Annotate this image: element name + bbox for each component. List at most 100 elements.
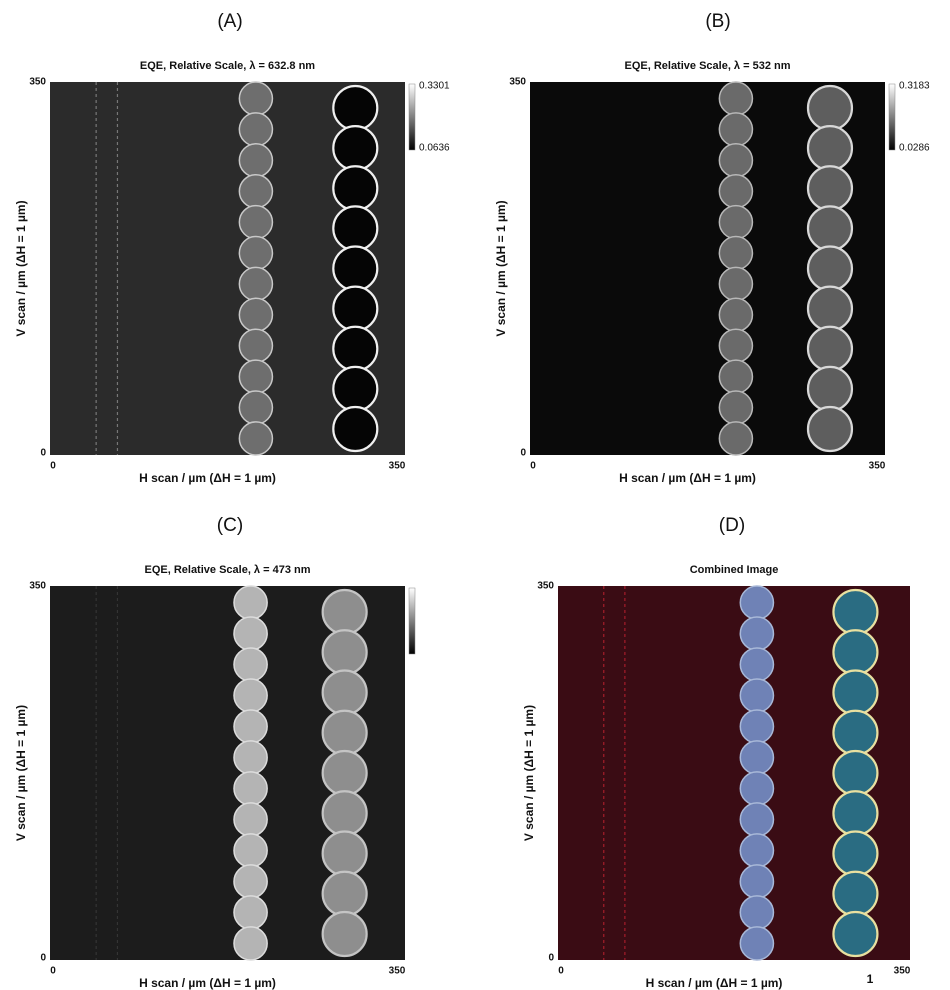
cell-small [233,616,268,651]
x-tick-label: 350 [389,966,406,977]
cell-small [233,740,268,775]
cell-small [718,421,754,456]
cell-large [321,669,368,716]
cell-large [832,790,879,837]
cell-small [238,173,274,209]
x-axis-label: H scan / µm (ΔH = 1 µm) [139,976,276,990]
cell-small [718,112,754,147]
panel-title: Combined Image [690,564,779,576]
panel: (B) EQE, Relative Scale, λ = 532 nm 0.3183… [494,11,930,485]
cell-large [332,205,379,252]
cell-small [233,678,268,713]
panel-label: (B) [705,11,730,32]
y-tick-label: 0 [520,448,526,459]
cell-large [321,709,368,756]
cell-small [739,740,775,775]
cell-large [332,405,379,453]
cell-large [832,629,879,676]
cell-small [718,328,754,364]
x-tick-label: 350 [389,461,406,472]
cell-large [332,165,379,212]
x-tick-label: 0 [50,966,56,977]
colorbar-label: 0.3301 [419,81,450,92]
panel-label: (D) [719,515,745,536]
y-tick-label: 350 [29,77,46,88]
cell-small [238,328,274,364]
x-tick-label: 350 [894,966,911,977]
cell-large [832,749,879,797]
cell-small [238,266,274,302]
cell-small [739,585,775,620]
panel-title: EQE, Relative Scale, λ = 473 nm [144,564,310,576]
y-axis-label: V scan / µm (ΔH = 1 µm) [494,200,508,336]
cell-large [832,870,879,917]
cell-large [321,749,368,797]
cell-small [718,204,754,240]
cell-small [233,585,268,620]
y-axis-label: V scan / µm (ΔH = 1 µm) [14,200,28,336]
cell-small [233,647,268,682]
cell-small [233,864,268,899]
cell-small [233,771,268,806]
cell-small [233,926,268,961]
cell-large [832,830,879,877]
cell-large [806,205,854,252]
cell-large [321,588,368,636]
y-tick-label: 350 [29,581,46,592]
cell-large [332,125,379,172]
cell-small [718,143,754,178]
panel: (A) EQE, Relative Scale, λ = 632.8 nm 0.33… [14,11,450,485]
x-axis-label: H scan / µm (ΔH = 1 µm) [139,471,276,485]
cell-small [739,616,775,651]
cell-small [739,678,775,713]
cell-small [718,81,754,116]
panel-title: EQE, Relative Scale, λ = 632.8 nm [140,60,315,72]
x-axis-label: H scan / µm (ΔH = 1 µm) [646,976,783,990]
cell-large [321,830,368,877]
cell-small [238,390,274,425]
y-tick-label: 350 [509,77,526,88]
cell-large [806,405,854,453]
cell-small [739,926,775,961]
cell-small [233,709,268,744]
cell-large [321,910,368,958]
y-tick-label: 0 [548,953,554,964]
cell-small [718,266,754,302]
cell-small [739,771,775,806]
x-tick-label: 0 [530,461,536,472]
cell-small [238,421,274,456]
y-axis-label: V scan / µm (ΔH = 1 µm) [14,705,28,841]
y-tick-label: 0 [40,448,46,459]
panel: (D) Combined Image 350 00 350 H scan / µm (ΔH… [522,515,911,990]
cell-small [739,833,775,868]
cell-small [718,235,754,271]
cell-large [332,245,379,292]
cell-small [233,802,268,837]
cell-small [739,647,775,682]
y-axis-label: V scan / µm (ΔH = 1 µm) [522,705,536,841]
note: 1 [867,972,874,986]
colorbar-label: 0.0636 [419,143,450,154]
colorbar [408,83,416,151]
cell-large [321,790,368,837]
y-tick-label: 0 [40,953,46,964]
cell-large [832,910,879,958]
cell-small [739,895,775,930]
panel: (C) EQE, Relative Scale, λ = 473 nm 350 00 3… [14,515,416,990]
cell-large [806,84,854,132]
cell-large [332,84,379,132]
cell-small [238,143,274,178]
cell-small [233,833,268,868]
y-tick-label: 350 [537,581,554,592]
cell-small [238,359,274,394]
cell-small [238,297,274,333]
cell-large [321,870,368,917]
cell-large [332,365,379,412]
cell-large [332,325,379,372]
colorbar-label: 0.0286 [899,143,930,154]
cell-large [321,629,368,676]
cell-small [238,204,274,240]
panel-label: (A) [217,11,242,32]
cell-large [332,285,379,332]
